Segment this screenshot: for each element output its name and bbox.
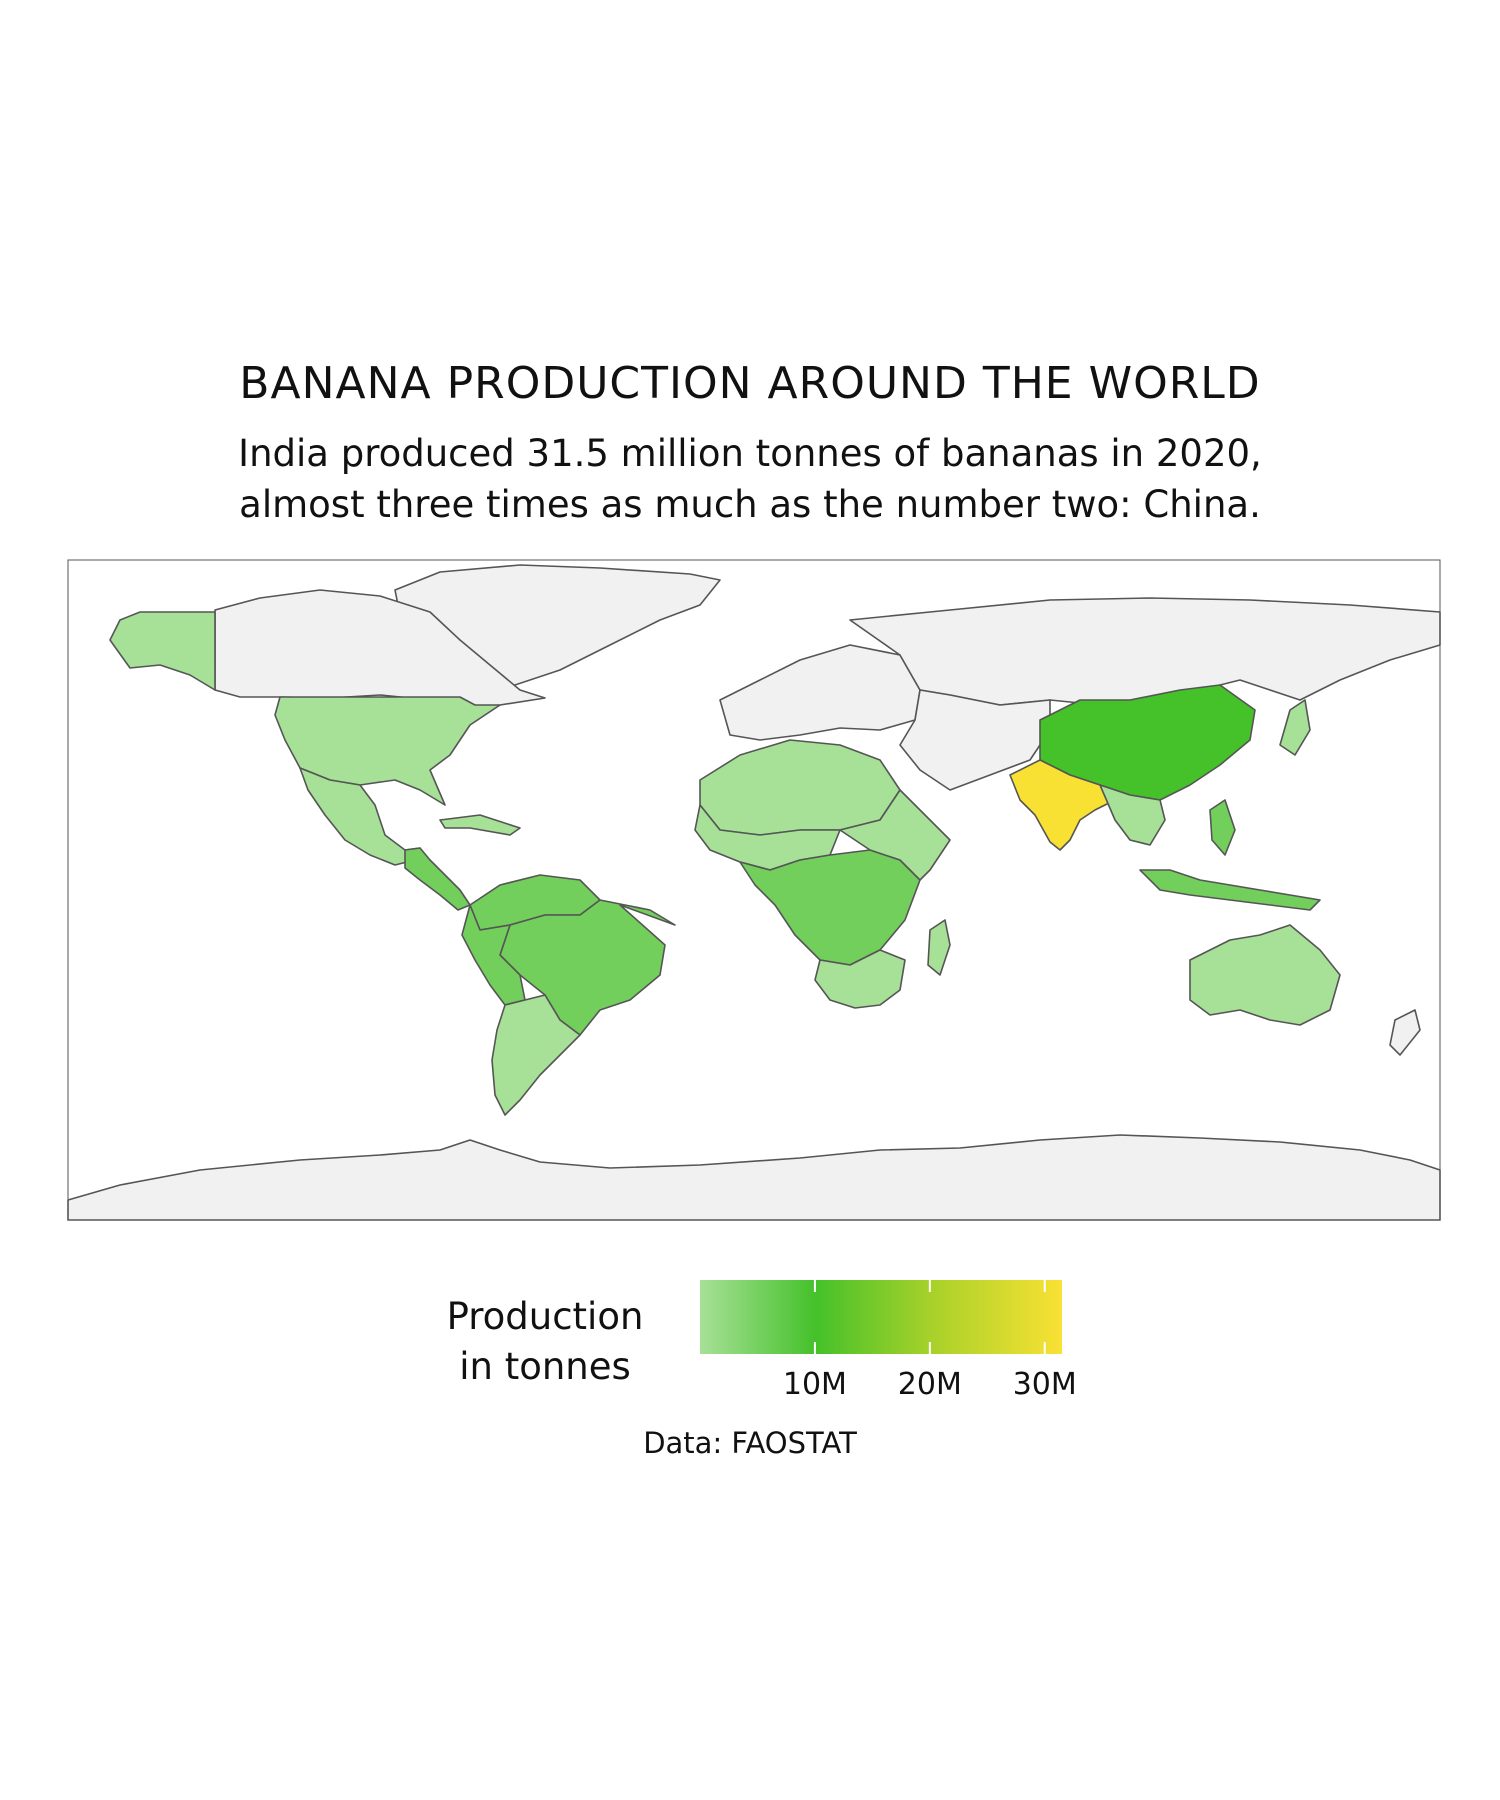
region-southeast-asia	[1099, 784, 1166, 846]
region-southern-africa	[814, 949, 906, 1009]
region-caribbean	[439, 814, 521, 836]
legend-ticks: 10M 20M 30M	[783, 1280, 1077, 1402]
region-india	[1009, 759, 1116, 851]
region-indonesia	[1139, 869, 1321, 911]
subtitle-line-1: India produced 31.5 million tonnes of ba…	[238, 432, 1262, 475]
region-philippines	[1209, 799, 1236, 856]
region-canada	[214, 589, 546, 719]
region-brazil	[499, 899, 676, 1036]
region-southern-cone	[491, 994, 581, 1116]
region-central-africa	[739, 849, 921, 966]
chart-title: BANANA PRODUCTION AROUND THE WORLD	[239, 358, 1261, 409]
data-source-caption: Data: FAOSTAT	[643, 1426, 857, 1460]
legend-tick-label: 10M	[783, 1367, 847, 1402]
region-alaska	[109, 611, 216, 691]
region-japan	[1279, 699, 1311, 756]
region-central-asia	[899, 689, 1051, 791]
legend-gradient-bar	[700, 1280, 1062, 1354]
chart-subtitle: India produced 31.5 million tonnes of ba…	[0, 428, 1500, 530]
region-antarctica	[67, 1134, 1441, 1221]
region-east-africa	[839, 789, 951, 881]
region-madagascar	[927, 919, 951, 976]
region-new-zealand	[1389, 1009, 1421, 1056]
region-australia	[1189, 924, 1341, 1026]
legend-tick-label: 30M	[1013, 1367, 1077, 1402]
legend-title-line-1: Production	[446, 1295, 644, 1338]
subtitle-line-2: almost three times as much as the number…	[239, 483, 1261, 526]
region-usa	[274, 696, 501, 806]
legend-title: Production in tonnes	[420, 1292, 670, 1392]
legend-title-line-2: in tonnes	[459, 1345, 631, 1388]
legend-tick-label: 20M	[898, 1367, 962, 1402]
